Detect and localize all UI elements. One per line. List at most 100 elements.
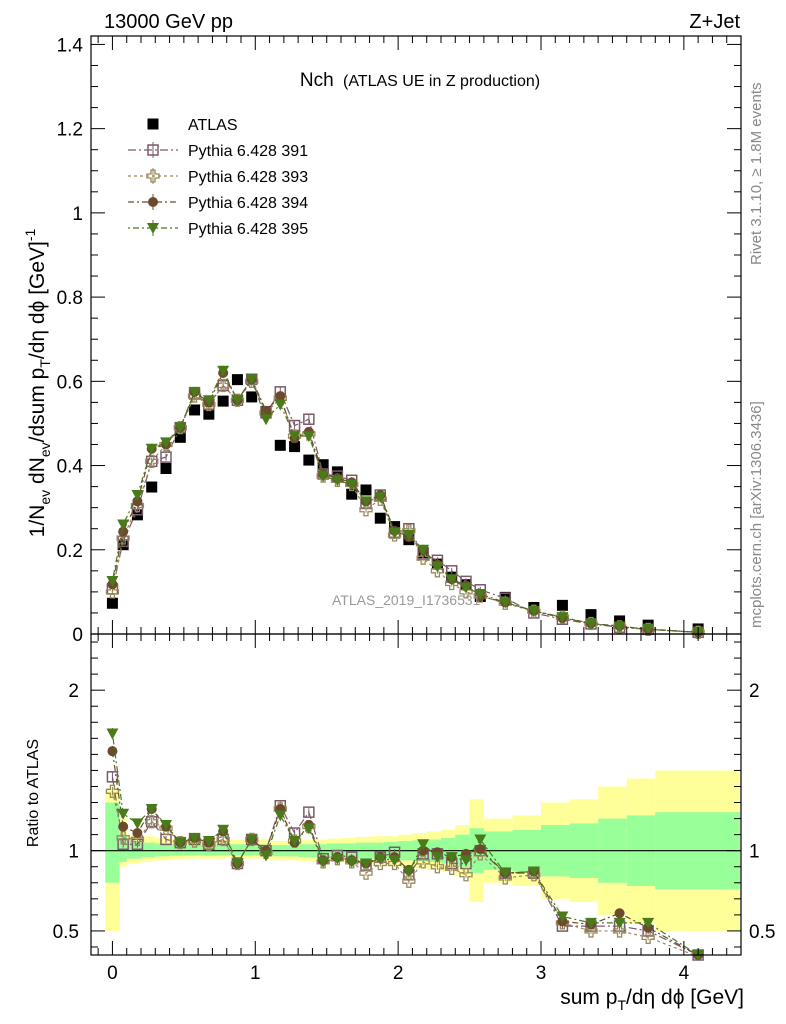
band-inner-bin: [183, 844, 199, 856]
data-point: [160, 437, 172, 449]
data-point: [117, 539, 129, 551]
data-point: [202, 395, 215, 407]
data-point: [527, 605, 540, 617]
data-point: [146, 481, 158, 493]
ratio-frame: [90, 633, 742, 956]
data-point: [303, 413, 315, 425]
legend-marker: [147, 144, 159, 156]
series-line: [111, 369, 699, 633]
header-right: Z+Jet: [689, 11, 740, 33]
data-point: [132, 828, 143, 839]
watermark: ATLAS_2019_I1736531: [332, 592, 481, 608]
legend-marker: [146, 169, 160, 183]
data-point: [613, 917, 626, 929]
data-point: [374, 512, 386, 524]
data-point: [331, 466, 343, 478]
data-point: [160, 462, 172, 474]
x-tick-label: 3: [536, 963, 547, 984]
data-point: [585, 618, 597, 630]
data-point: [445, 574, 458, 586]
band-inner-bin: [241, 844, 256, 856]
data-point: [556, 911, 569, 923]
main-subtitle-text: (ATLAS UE in Z production): [343, 73, 540, 90]
series-line: [111, 751, 699, 956]
legend-marker: [148, 197, 158, 207]
y-axis-label-main: 1/Nev dNev/dsum pT/dη dϕ [GeV]-1: [22, 228, 53, 537]
x-tick-label: 0: [107, 963, 118, 984]
data-point: [431, 561, 444, 573]
data-point: [303, 806, 315, 818]
y-tick-label: 0.2: [57, 541, 83, 562]
data-point: [388, 527, 401, 539]
band-inner-bin: [105, 802, 120, 883]
data-point: [374, 492, 387, 504]
data-point: [288, 836, 301, 848]
data-point: [445, 861, 459, 875]
data-point: [374, 853, 387, 865]
data-point: [388, 855, 401, 867]
data-point: [416, 551, 430, 565]
data-point: [107, 746, 118, 757]
data-point: [188, 386, 201, 398]
data-point: [614, 908, 625, 919]
data-point: [118, 821, 129, 832]
data-point: [345, 479, 358, 491]
y-tick-label-right: 1: [749, 842, 760, 863]
data-point: [202, 836, 215, 848]
data-point: [231, 858, 244, 870]
mcplots-label: mcplots.cern.ch [arXiv:1306.3436]: [748, 401, 765, 628]
legend-label: Pythia 6.428 393: [188, 169, 308, 186]
data-point: [217, 824, 230, 836]
data-point: [246, 391, 258, 403]
data-point: [116, 831, 130, 845]
main-title: Nch (ATLAS UE in Z production): [300, 70, 540, 91]
data-point: [288, 431, 301, 443]
data-point: [131, 490, 144, 502]
data-point: [317, 471, 330, 483]
data-point: [275, 391, 286, 402]
legend-marker: [147, 118, 159, 130]
data-point: [359, 503, 373, 517]
x-tick-label: 1: [250, 963, 261, 984]
band-inner-bin: [212, 844, 227, 856]
data-point: [274, 399, 287, 411]
band-inner-bin: [169, 844, 184, 856]
data-point: [303, 454, 315, 466]
data-point: [145, 816, 158, 828]
data-point: [145, 454, 159, 468]
data-point: [331, 475, 344, 487]
series-line: [111, 776, 699, 956]
legend-label: ATLAS: [188, 117, 238, 134]
data-point: [131, 818, 144, 830]
data-point: [174, 837, 187, 849]
data-point: [585, 609, 597, 621]
data-point: [360, 496, 372, 508]
data-point: [360, 858, 372, 870]
y-tick-label: 1: [68, 842, 79, 863]
data-point: [642, 917, 655, 929]
data-point: [106, 771, 119, 783]
y-tick-label: 0: [72, 625, 83, 646]
data-point: [460, 582, 472, 594]
data-point: [245, 834, 258, 846]
band-inner-bin: [226, 844, 241, 856]
legend-label: Pythia 6.428 391: [188, 143, 308, 160]
data-point: [474, 588, 487, 600]
data-point: [289, 441, 301, 453]
series-line: [111, 380, 699, 633]
data-point: [106, 575, 119, 587]
data-point: [188, 832, 201, 844]
data-point: [416, 855, 430, 869]
data-point: [360, 484, 372, 496]
y-tick-label: 0.4: [57, 457, 84, 478]
data-point: [417, 544, 430, 556]
y-tick-label: 2: [68, 681, 79, 702]
data-point: [474, 834, 487, 846]
rivet-label: Rivet 3.1.10, ≥ 1.8M events: [748, 83, 765, 266]
data-point: [475, 844, 486, 855]
data-point: [642, 623, 655, 635]
data-point: [274, 439, 286, 451]
data-point: [189, 404, 201, 416]
data-point: [612, 924, 627, 938]
